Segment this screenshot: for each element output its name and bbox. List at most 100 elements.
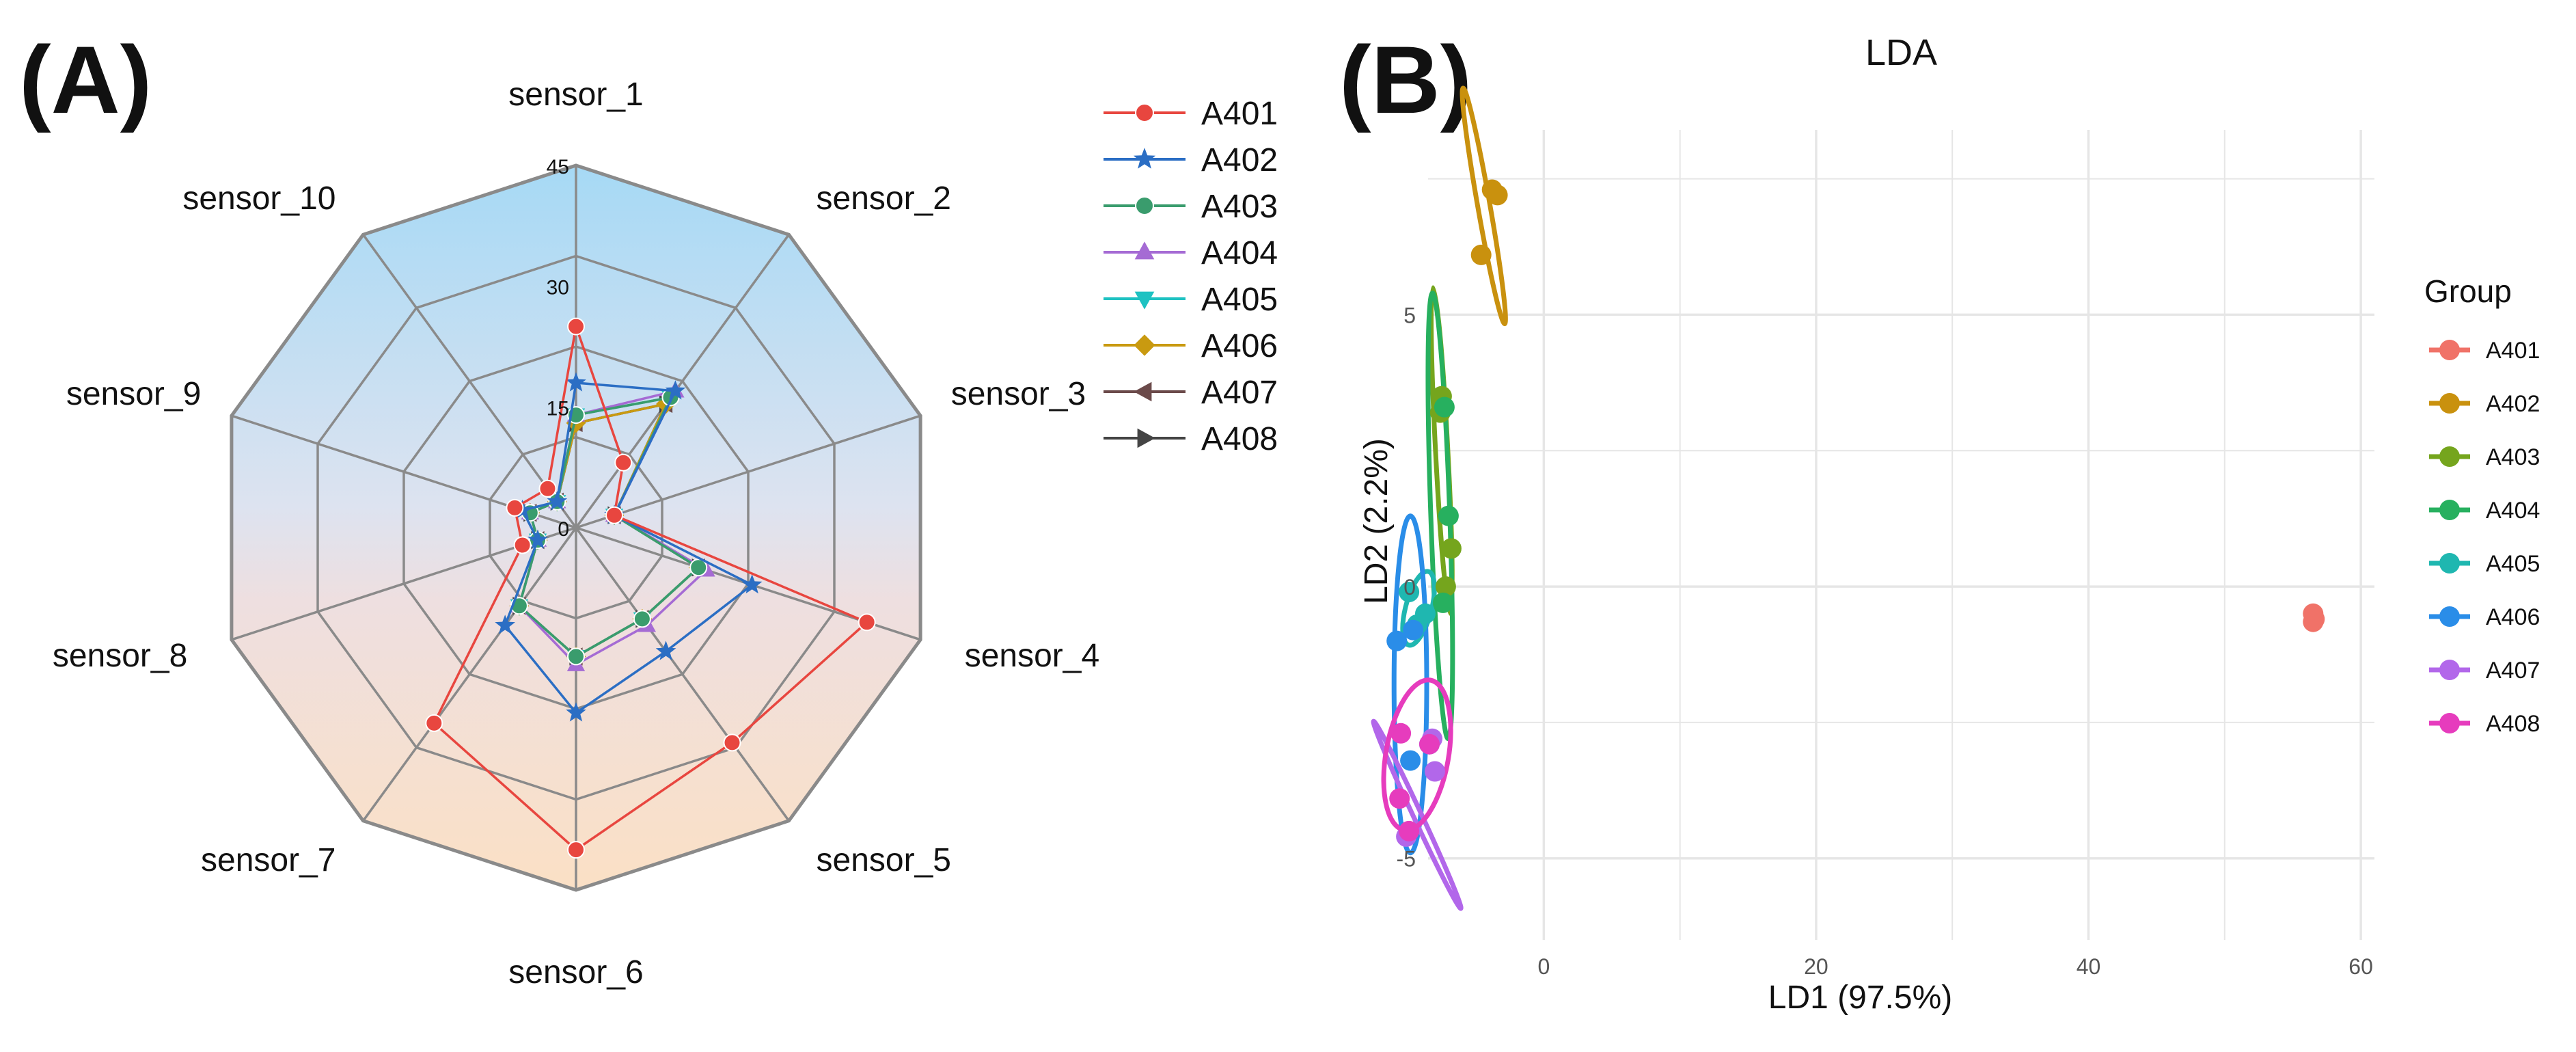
radar-point-A401-sensor_10 <box>538 479 557 498</box>
radar-axis-label-sensor_6: sensor_6 <box>508 954 643 990</box>
lda-point-A403-3 <box>1435 576 1456 597</box>
lda-legend-marker-A401 <box>2439 340 2460 360</box>
radar-legend-marker-A402 <box>1133 148 1156 169</box>
radar-series <box>425 317 876 859</box>
radar-axis-label-sensor_5: sensor_5 <box>817 842 951 878</box>
radar-legend-item-A408: A408 <box>1104 421 1278 457</box>
lda-ellipse-A407 <box>1371 718 1464 911</box>
lda-legend-label-A408: A408 <box>2486 711 2540 737</box>
lda-legend-marker-A406 <box>2439 606 2460 627</box>
radar-point-A401-sensor_3 <box>605 506 623 524</box>
radar-axis-label-sensor_10: sensor_10 <box>182 180 335 217</box>
lda-x-axis-label: LD1 (97.5%) <box>1768 980 1952 1016</box>
radar-legend-marker-A408 <box>1137 428 1155 448</box>
radar-point-A401-sensor_9 <box>506 498 524 517</box>
radar-point-A401-sensor_6 <box>567 841 585 859</box>
radar-point-A401-sensor_7 <box>425 714 443 732</box>
lda-point-A408-3 <box>1399 820 1420 841</box>
lda-x-tick-20: 20 <box>1804 954 1828 979</box>
lda-legend-label-A404: A404 <box>2486 498 2540 524</box>
lda-legend-marker-A404 <box>2439 500 2460 520</box>
lda-point-A408-1 <box>1389 788 1410 809</box>
radar-series-A401 <box>425 317 876 859</box>
radar-axis-label-sensor_1: sensor_1 <box>508 77 643 113</box>
lda-legend-marker-A403 <box>2439 446 2460 467</box>
radar-point-A401-sensor_8 <box>513 536 532 554</box>
radar-point-A403-sensor_4 <box>689 558 708 577</box>
radar-axis-label-sensor_4: sensor_4 <box>965 638 1099 674</box>
radar-spoke-sensor_5 <box>575 526 790 822</box>
radar-tick-30: 30 <box>547 277 569 299</box>
lda-x-tick-60: 60 <box>2348 954 2373 979</box>
radar-point-A403-sensor_5 <box>633 610 651 628</box>
lda-tick-labels: 0 20 40 60 -5 0 5 <box>1397 303 2373 979</box>
lda-x-tick-0: 0 <box>1538 954 1550 979</box>
radar-point-A401-sensor_5 <box>723 733 741 752</box>
lda-point-A408-0 <box>1390 723 1412 744</box>
lda-point-A406-1 <box>1403 619 1424 640</box>
radar-point-A402-sensor_8 <box>527 529 548 549</box>
radar-axis-label-sensor_8: sensor_8 <box>53 638 187 674</box>
lda-chart: 0 20 40 60 -5 0 5 LDA LD1 (97.5%) LD2 (2.2%) G… <box>1358 32 2540 1016</box>
radar-point-A401-sensor_1 <box>567 317 585 336</box>
lda-legend-item-A403: A403 <box>2429 444 2540 470</box>
radar-tick-15: 15 <box>547 397 569 420</box>
radar-legend: A401 A402 A403 A404 A405 A406 A407 A408 <box>1104 96 1278 457</box>
radar-axis-label-sensor_7: sensor_7 <box>201 842 335 878</box>
radar-legend-marker-A404 <box>1134 241 1155 260</box>
radar-point-A402-sensor_1 <box>566 372 586 392</box>
radar-axis-label-sensor_9: sensor_9 <box>66 376 201 412</box>
radar-point-A402-sensor_7 <box>495 615 515 634</box>
radar-legend-label-A401: A401 <box>1201 96 1278 132</box>
lda-legend-label-A407: A407 <box>2486 658 2540 684</box>
radar-axis-label-sensor_2: sensor_2 <box>817 180 951 217</box>
radar-legend-label-A403: A403 <box>1201 189 1278 225</box>
lda-legend-item-A405: A405 <box>2429 551 2540 577</box>
radar-legend-item-A401: A401 <box>1104 96 1278 132</box>
lda-x-tick-40: 40 <box>2077 954 2101 979</box>
lda-legend-item-A401: A401 <box>2429 338 2540 364</box>
lda-legend-label-A401: A401 <box>2486 338 2540 364</box>
radar-legend-label-A408: A408 <box>1201 421 1278 457</box>
radar-legend-marker-A405 <box>1134 291 1155 310</box>
radar-point-A403-sensor_6 <box>567 647 585 666</box>
radar-point-A402-sensor_10 <box>547 491 568 511</box>
radar-legend-label-A402: A402 <box>1201 142 1278 178</box>
lda-legend-label-A403: A403 <box>2486 444 2540 470</box>
lda-point-A402-1 <box>1487 185 1508 206</box>
lda-point-A404-2 <box>1432 592 1453 613</box>
lda-y-tick-0: 0 <box>1403 575 1416 599</box>
lda-point-A403-2 <box>1440 538 1462 559</box>
lda-legend-label-A402: A402 <box>2486 391 2540 417</box>
radar-legend-marker-A407 <box>1134 381 1152 402</box>
lda-legend-title: Group <box>2424 273 2512 309</box>
lda-y-tick--5: -5 <box>1397 847 1416 872</box>
radar-legend-item-A405: A405 <box>1104 282 1278 318</box>
lda-legend-item-A408: A408 <box>2429 711 2540 737</box>
radar-chart: 0 15 30 45 sensor_1 sensor_2 sensor_3 sensor_4… <box>53 77 1278 990</box>
radar-point-A401-sensor_2 <box>614 453 633 472</box>
lda-legend-marker-A402 <box>2439 393 2460 414</box>
radar-spoke-sensor_10 <box>362 234 577 529</box>
radar-legend-marker-A406 <box>1134 334 1155 356</box>
radar-point-A402-sensor_2 <box>665 380 686 400</box>
radar-tick-0: 0 <box>558 518 569 541</box>
lda-point-A404-0 <box>1434 396 1455 418</box>
radar-legend-item-A407: A407 <box>1104 375 1278 411</box>
lda-legend-item-A404: A404 <box>2429 498 2540 524</box>
lda-title: LDA <box>1865 32 1937 73</box>
radar-legend-label-A406: A406 <box>1201 328 1278 364</box>
lda-point-A406-0 <box>1386 630 1408 651</box>
lda-point-A405-2 <box>1415 603 1436 624</box>
radar-point-A402-sensor_4 <box>741 574 763 594</box>
lda-point-A407-0 <box>1425 761 1445 782</box>
radar-legend-item-A404: A404 <box>1104 235 1278 271</box>
lda-point-A402-2 <box>1470 244 1492 265</box>
radar-spoke-sensor_7 <box>362 526 577 822</box>
radar-spoke-sensor_2 <box>575 234 790 529</box>
panel-b-label: (B) <box>1339 26 1472 133</box>
lda-points <box>1386 179 2325 847</box>
lda-legend-item-A402: A402 <box>2429 391 2540 417</box>
lda-point-A405-0 <box>1399 582 1420 602</box>
